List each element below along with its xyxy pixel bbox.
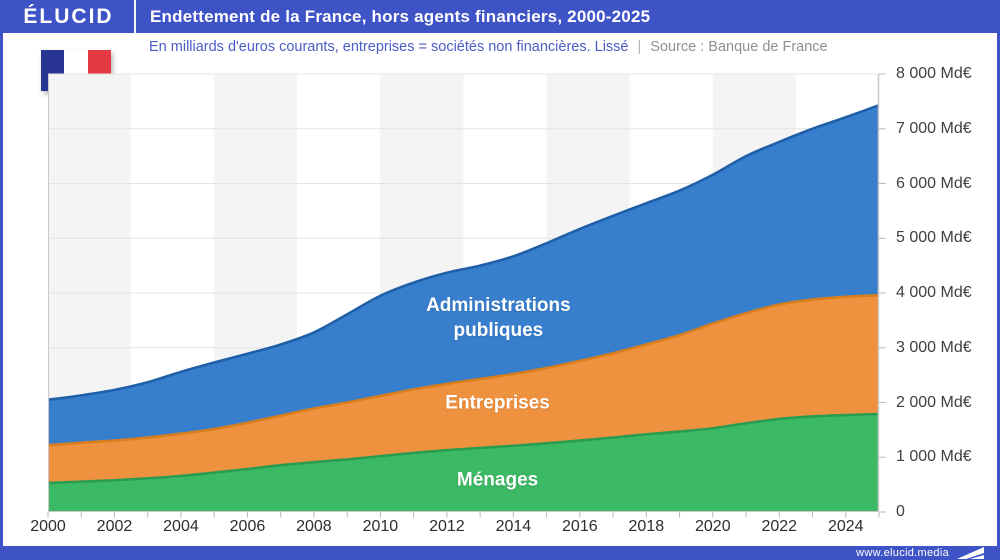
chart-title: Endettement de la France, hors agents fi… bbox=[150, 6, 651, 26]
website-url: www.elucid.media bbox=[856, 547, 949, 559]
x-tick-label: 2008 bbox=[296, 518, 332, 535]
subtitle-separator: | bbox=[637, 38, 642, 55]
y-tick-label: 3 000 Md€ bbox=[896, 338, 972, 356]
y-tick-label: 8 000 Md€ bbox=[896, 65, 972, 82]
x-tick-label: 2020 bbox=[695, 518, 731, 535]
y-tick-label: 0 bbox=[896, 503, 905, 520]
subtitle-row: En milliards d'euros courants, entrepris… bbox=[3, 33, 997, 60]
x-tick-label: 2004 bbox=[163, 518, 199, 535]
chart-subtitle: En milliards d'euros courants, entrepris… bbox=[149, 38, 629, 55]
x-tick-label: 2012 bbox=[429, 518, 465, 535]
area-stroke-ménages bbox=[47, 412, 880, 485]
footer-bar: www.elucid.media bbox=[3, 546, 997, 560]
x-tick-label: 2010 bbox=[362, 518, 399, 535]
y-tick-label: 4 000 Md€ bbox=[896, 284, 972, 301]
y-tick-label: 5 000 Md€ bbox=[896, 229, 972, 247]
stacked-area-chart: Administrations publiques Entreprises Ménag… bbox=[47, 73, 886, 518]
x-tick-label: 2014 bbox=[495, 518, 532, 535]
y-tick-label: 2 000 Md€ bbox=[896, 393, 972, 411]
area-stroke-administrations-publiques bbox=[47, 103, 880, 402]
x-tick-label: 2024 bbox=[827, 518, 864, 535]
elucid-brand-logo: ÉLUCID bbox=[3, 0, 136, 33]
area-stroke-entreprises bbox=[47, 293, 880, 447]
x-tick-label: 2006 bbox=[229, 518, 266, 535]
x-tick-label: 2002 bbox=[96, 518, 133, 535]
y-tick-label: 7 000 Md€ bbox=[896, 119, 972, 137]
elucid-logo-glyph bbox=[957, 546, 984, 559]
x-tick-label: 2016 bbox=[562, 518, 598, 535]
y-tick-label: 6 000 Md€ bbox=[896, 174, 972, 192]
source-credit: Source : Banque de France bbox=[650, 38, 828, 55]
x-tick-label: 2000 bbox=[30, 518, 66, 535]
header-bar: ÉLUCID Endettement de la France, hors ag… bbox=[3, 0, 997, 33]
x-tick-label: 2018 bbox=[628, 518, 665, 535]
x-tick-label: 2022 bbox=[761, 518, 798, 535]
y-tick-label: 1 000 Md€ bbox=[896, 448, 972, 466]
area-ménages bbox=[48, 413, 879, 512]
